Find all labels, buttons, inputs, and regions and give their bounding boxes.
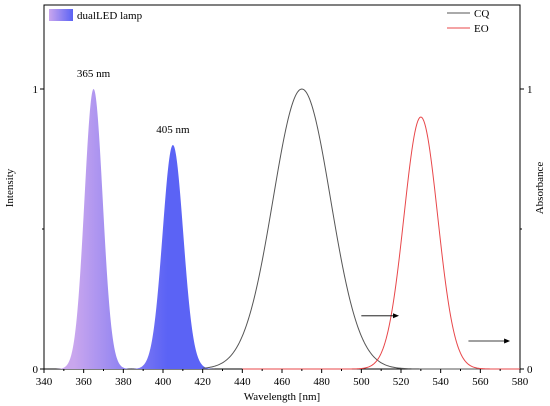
axis-arrow-1 xyxy=(468,338,511,344)
legend-label-cq: CQ xyxy=(474,8,489,20)
series-line-eo xyxy=(242,116,520,370)
x-tick-label-10: 540 xyxy=(432,376,449,388)
absorbance-curves xyxy=(202,88,520,370)
series-line-cq xyxy=(202,88,520,370)
x-tick-label-6: 460 xyxy=(274,376,291,388)
x-tick-label-12: 580 xyxy=(512,376,529,388)
peak-label-1: 405 nm xyxy=(156,124,190,136)
x-tick-label-8: 500 xyxy=(353,376,370,388)
peak-label-0: 365 nm xyxy=(77,68,111,80)
y-left-tick-label-1: 1 xyxy=(33,84,39,96)
plot-frame xyxy=(43,4,521,370)
y-left-tick-label-0: 0 xyxy=(33,364,39,376)
x-tick-label-3: 400 xyxy=(155,376,172,388)
lamp-areas xyxy=(55,89,217,369)
y-axis-title-right: Absorbance xyxy=(534,162,546,215)
y-right-tick-label-0: 0 xyxy=(527,364,533,376)
legend-label-eo: EO xyxy=(474,23,489,35)
lamp-legend-swatch xyxy=(49,9,73,21)
peak-labels: 365 nm 405 nm xyxy=(77,68,190,136)
lamp-legend: dualLED lamp xyxy=(49,9,143,22)
x-tick-label-9: 520 xyxy=(393,376,410,388)
axis-arrow-0 xyxy=(361,313,400,319)
lamp-peak-0 xyxy=(55,89,132,369)
x-axis-title: Wavelength [nm] xyxy=(244,391,320,403)
x-tick-label-4: 420 xyxy=(194,376,211,388)
axis-arrows xyxy=(361,313,511,344)
y-axis-title-left: Intensity xyxy=(4,168,16,207)
x-tick-label-0: 340 xyxy=(36,376,53,388)
lamp-peak-1 xyxy=(129,145,217,369)
x-tick-label-2: 380 xyxy=(115,376,132,388)
x-tick-label-1: 360 xyxy=(75,376,92,388)
x-tick-label-7: 480 xyxy=(313,376,330,388)
x-tick-label-5: 440 xyxy=(234,376,251,388)
series-legend: CQ EO xyxy=(447,8,489,35)
y-right-tick-label-1: 1 xyxy=(527,84,533,96)
x-tick-label-11: 560 xyxy=(472,376,489,388)
lamp-legend-label: dualLED lamp xyxy=(77,10,143,22)
axis-ticks: 340 360 380 400 420 440 460 480 500 520 540 560 5800… xyxy=(33,84,534,388)
